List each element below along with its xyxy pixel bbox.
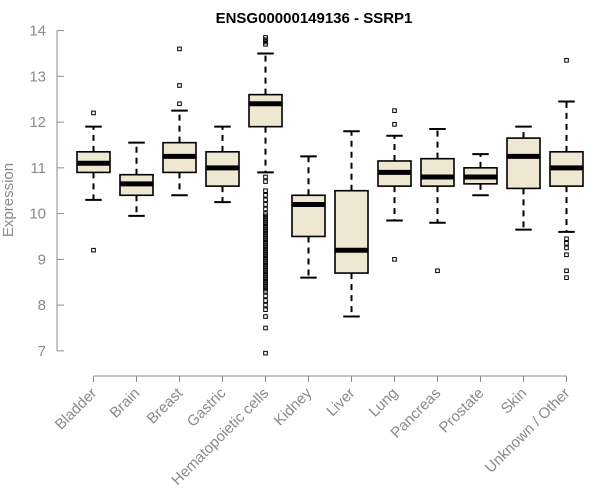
box-brain [119, 141, 154, 217]
outlier-point [564, 245, 569, 251]
box-pancreas [420, 127, 455, 274]
outlier-point [564, 241, 569, 246]
y-tick-label: 14 [29, 23, 46, 40]
y-tick-label: 13 [29, 68, 46, 85]
box-gastric [205, 125, 240, 204]
box-liver [334, 130, 369, 318]
outlier-point [177, 101, 182, 107]
x-tick-label: Kidney [271, 384, 316, 429]
outlier-point [392, 122, 397, 127]
outlier-point [263, 188, 268, 194]
y-tick-label: 9 [38, 251, 46, 268]
outlier-point [392, 108, 397, 113]
box-iqr [291, 194, 326, 238]
x-tick-label: Lung [366, 385, 402, 421]
outlier-point [263, 192, 268, 198]
x-tick-label: Brain [107, 385, 144, 422]
outlier-point [263, 298, 268, 303]
y-tick-label: 12 [29, 114, 46, 131]
outlier-point [263, 293, 268, 299]
box-lung [377, 108, 412, 262]
x-tick-label: Bladder [52, 385, 101, 434]
x-tick-label: Breast [144, 384, 187, 427]
box-skin [506, 125, 541, 231]
outlier-point [263, 42, 268, 47]
y-axis: 7 8 9 10 11 12 13 14 [29, 23, 64, 360]
outlier-point [91, 247, 96, 253]
box-hematopoietic-cells [248, 35, 283, 356]
y-tick-label: 11 [30, 160, 46, 177]
outlier-point [263, 350, 268, 356]
outlier-point [564, 275, 569, 280]
outlier-point [564, 268, 569, 274]
x-tick-label: Liver [323, 385, 358, 420]
outlier-point [263, 289, 268, 294]
outlier-point [177, 46, 182, 52]
outlier-point [564, 236, 569, 242]
box-breast [162, 46, 197, 197]
outlier-point [435, 268, 440, 274]
outlier-point [91, 110, 96, 116]
boxes [76, 35, 584, 356]
x-tick-label: Prostate [436, 385, 488, 437]
box-iqr [334, 189, 369, 274]
outlier-point [263, 202, 268, 207]
y-tick-label: 7 [38, 343, 46, 360]
outlier-point [263, 325, 268, 331]
outlier-point [263, 206, 268, 212]
outlier-point [263, 179, 268, 184]
box-bladder [76, 110, 111, 253]
outlier-point [263, 302, 268, 308]
outlier-point [263, 307, 268, 312]
outlier-point [392, 257, 397, 262]
box-kidney [291, 155, 326, 279]
outlier-point [263, 197, 268, 203]
y-tick-label: 10 [29, 206, 46, 223]
y-axis-title: Expression [0, 163, 17, 237]
outlier-point [263, 174, 268, 180]
box-unknown-other [549, 58, 584, 280]
box-iqr [248, 93, 283, 128]
x-tick-label: Skin [498, 385, 531, 418]
box-iqr [506, 137, 541, 190]
outlier-point [564, 252, 569, 258]
y-tick-label: 8 [38, 297, 46, 314]
outlier-point [263, 314, 268, 319]
outlier-point [564, 58, 569, 63]
outlier-point [177, 83, 182, 88]
box-prostate [463, 153, 498, 197]
chart-title: ENSG00000149136 - SSRP1 [216, 10, 413, 27]
box-iqr [420, 157, 455, 187]
